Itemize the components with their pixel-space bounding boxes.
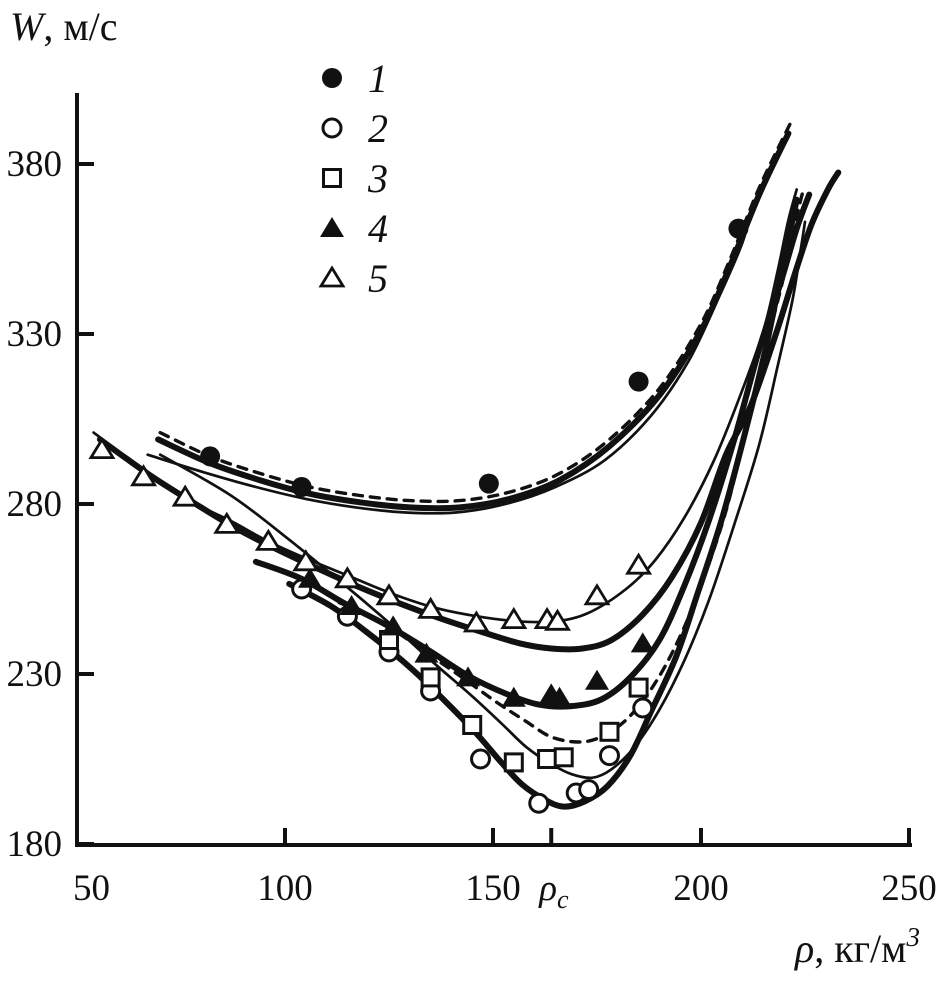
x-origin-label: 50	[73, 868, 110, 909]
legend-marker-2	[321, 117, 343, 139]
x-tick-label-150: 150	[465, 868, 521, 909]
legend-marker-1	[322, 68, 342, 88]
series-4-point-10	[630, 632, 655, 653]
series-2-point-8	[578, 779, 600, 801]
legend-label-1: 1	[368, 56, 388, 101]
series-3-point-2	[420, 667, 441, 688]
legend-label-5: 5	[368, 256, 388, 301]
series-3-point-5	[537, 749, 558, 769]
series-5-point-7	[333, 566, 361, 589]
curve-fit-5-thin	[92, 188, 799, 624]
curve-fit-1-dashed	[158, 121, 793, 504]
series-5-point-15	[625, 552, 653, 575]
series-3-point-8	[628, 677, 649, 698]
y-tick-label-230: 230	[7, 654, 63, 695]
series-4-point-8	[547, 686, 572, 707]
x-tick-label-100: 100	[257, 868, 313, 909]
series-5-point-3	[171, 484, 199, 507]
series-1-point-4	[628, 371, 649, 392]
series-2-point-9	[598, 745, 620, 767]
series-5-point-10	[462, 610, 490, 633]
series-4-point-1	[297, 567, 322, 588]
series-5-point-1	[88, 436, 116, 459]
curve-fit-1-thick	[155, 130, 792, 512]
y-tick-label-330: 330	[7, 314, 63, 355]
series-5-point-8	[375, 583, 403, 606]
y-axis-title: W, м/с	[10, 4, 118, 49]
curve-fit-3-thin	[158, 220, 807, 780]
series-1-point-3	[478, 473, 499, 494]
legend-marker-3	[322, 168, 342, 188]
series-4-point-9	[585, 669, 609, 690]
x-tick-label-250: 250	[881, 868, 937, 909]
series-2-point-10	[632, 697, 654, 719]
series-5-point-14	[583, 583, 611, 606]
x-axis-title: ρ, кг/м3	[793, 922, 920, 971]
series-3-point-4	[503, 752, 524, 773]
y-tick-label-180: 180	[7, 824, 63, 865]
series-2-point-6	[528, 792, 550, 814]
legend-label-3: 3	[367, 156, 388, 201]
legend-marker-5	[318, 265, 346, 288]
series-2-point-5	[470, 748, 492, 770]
legend-label-2: 2	[368, 106, 388, 151]
x-tick-label-200: 200	[673, 868, 729, 909]
series-4-point-2	[339, 595, 364, 615]
series-5-point-9	[417, 596, 445, 619]
legend-label-4: 4	[368, 206, 388, 251]
series-4-point-3	[381, 615, 406, 636]
series-5-point-13	[543, 608, 571, 631]
series-1-point-1	[200, 446, 221, 467]
series-5-point-5	[254, 528, 282, 551]
series-5-point-2	[130, 464, 158, 487]
series-3-point-3	[462, 715, 483, 735]
series-5-point-6	[292, 549, 320, 572]
legend-marker-4	[320, 217, 344, 237]
series-5-point-11	[500, 606, 528, 629]
series-1-point-5	[728, 218, 749, 239]
series-3-point-7	[599, 721, 620, 742]
series-4-point-4	[414, 642, 439, 663]
series-5-point-4	[213, 511, 241, 534]
series-1-point-2	[291, 477, 312, 497]
series-3-point-6	[553, 747, 574, 768]
series-4-point-5	[456, 666, 481, 687]
y-tick-label-280: 280	[7, 484, 63, 525]
curve-fit-5-thick	[96, 169, 842, 653]
y-tick-label-380: 380	[7, 144, 63, 185]
series-4-point-6	[501, 686, 526, 707]
x-tick-label-rho-c: ρc	[538, 868, 569, 914]
